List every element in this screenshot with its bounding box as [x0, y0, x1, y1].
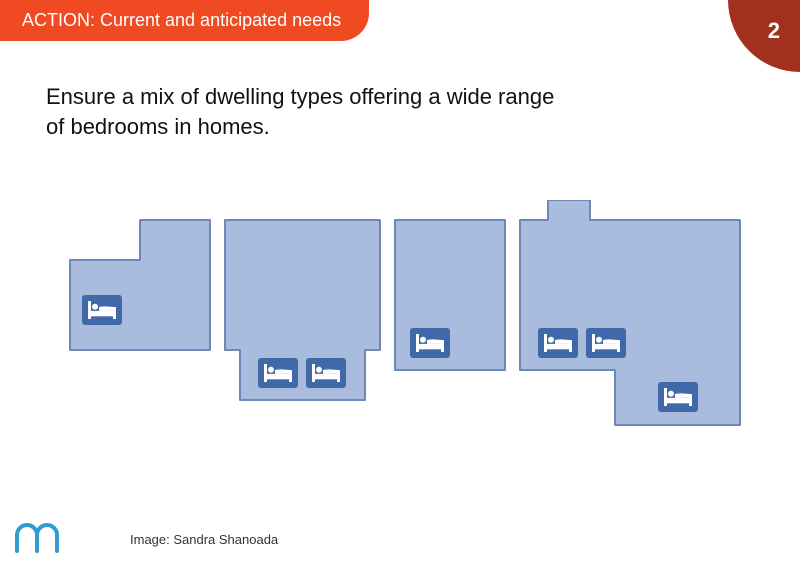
bed-icon: [658, 382, 698, 412]
action-label: ACTION: Current and anticipated needs: [22, 10, 341, 30]
action-tab: ACTION: Current and anticipated needs: [0, 0, 369, 41]
brand-logo-icon: [14, 518, 62, 559]
dwelling-types-diagram: [60, 200, 760, 450]
house-1-bed: [70, 220, 210, 350]
page-number-badge: 2: [728, 0, 800, 72]
image-credit: Image: Sandra Shanoada: [130, 532, 278, 547]
diagram-svg: [60, 200, 760, 450]
house-4-bed: [520, 200, 740, 425]
bed-icon: [306, 358, 346, 388]
bed-icon: [538, 328, 578, 358]
page-headline: Ensure a mix of dwelling types offering …: [46, 82, 566, 141]
bed-icon: [410, 328, 450, 358]
bed-icon: [586, 328, 626, 358]
page-number: 2: [768, 18, 780, 44]
bed-icon: [258, 358, 298, 388]
house-2-bed: [225, 220, 380, 400]
bed-icon: [82, 295, 122, 325]
